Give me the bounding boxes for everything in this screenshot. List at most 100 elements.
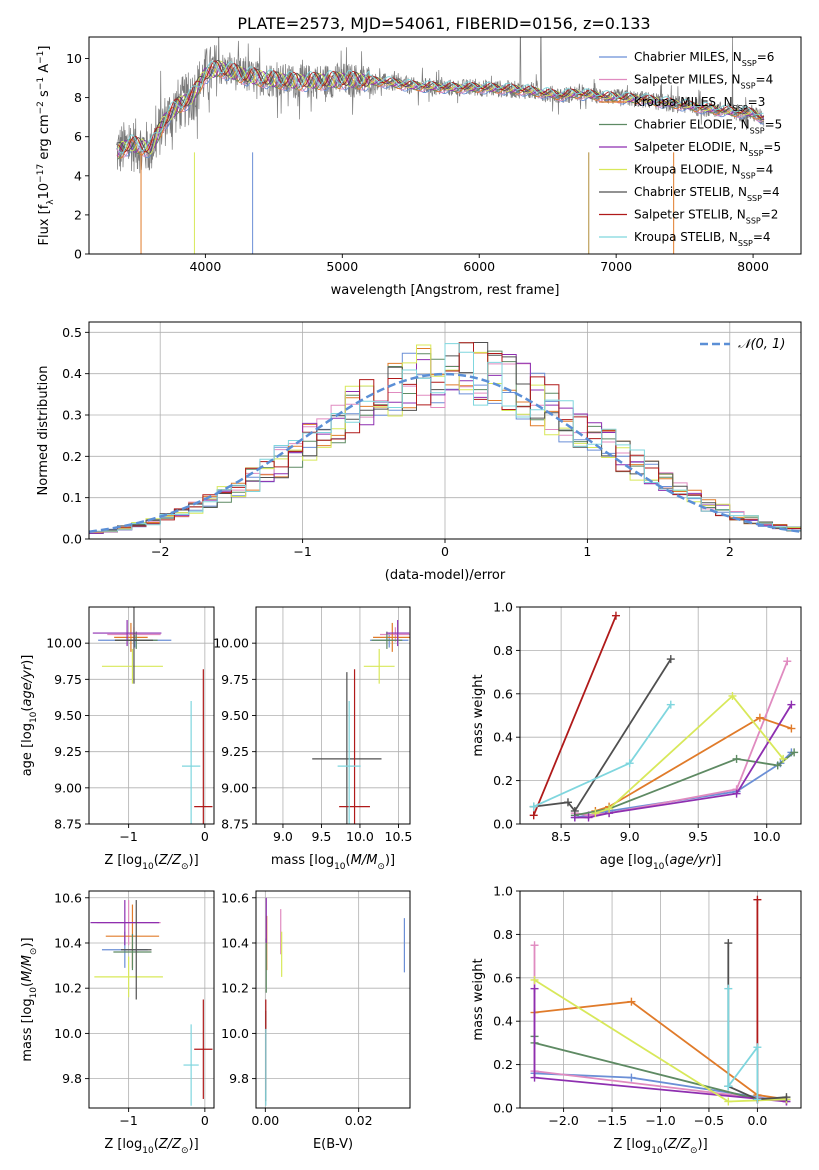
x-tick-label: −0.5 xyxy=(694,1113,724,1128)
legend-subscript: SSP xyxy=(733,104,748,113)
label-part: Z [log xyxy=(104,1137,142,1152)
label-part: s xyxy=(37,90,52,101)
legend-text: =2 xyxy=(761,208,779,222)
y-tick-label: 10.4 xyxy=(221,935,249,950)
y-tick-label: 0.2 xyxy=(493,1057,513,1072)
series-point-2 xyxy=(530,941,539,950)
legend-subscript: SSP xyxy=(750,126,765,135)
series-point-7 xyxy=(666,655,675,664)
label-part: Z/Z xyxy=(667,1137,691,1152)
legend-entry-4: Chabrier ELODIE, NSSP=5 xyxy=(634,118,782,136)
label-part: 10 xyxy=(653,862,665,872)
plot-area-mass_vs_ebv xyxy=(265,897,405,1106)
panel-mass_vs_Z: −1 09.810.010.210.410.6Z [log10(Z/Z⊙)]mas… xyxy=(20,890,215,1156)
legend-entry-3: Kroupa MILES, NSSP=3 xyxy=(634,95,765,113)
legend-text: Kroupa ELODIE, N xyxy=(634,163,741,177)
y-tick-label: 10.0 xyxy=(54,1026,82,1041)
data-point-5 xyxy=(90,900,160,946)
y-tick-label: 0.2 xyxy=(62,449,82,464)
y-tick-label: 10.00 xyxy=(46,636,82,651)
label-part: Z [log xyxy=(104,853,142,868)
label-part: )] xyxy=(698,1137,708,1152)
y-tick-label: 9.75 xyxy=(54,672,82,687)
model-spectrum-line-8 xyxy=(117,60,765,153)
x-axis-label: mass [log10(M/M⊙)] xyxy=(271,853,395,872)
y-tick-label: 10.0 xyxy=(221,1026,249,1041)
y-tick-label: 8 xyxy=(74,90,82,105)
label-part: ( xyxy=(20,707,35,712)
x-tick-label: −2 xyxy=(151,544,169,559)
y-tick-label: 0.0 xyxy=(493,1101,513,1116)
y-tick-label: 0.2 xyxy=(493,773,513,788)
legend-entry-2: Salpeter MILES, NSSP=4 xyxy=(634,73,773,91)
series-point-9 xyxy=(666,700,675,709)
label-part: 10 xyxy=(651,1146,663,1156)
legend-subscript: SSP xyxy=(741,171,756,180)
y-tick-label: 0.1 xyxy=(62,490,82,505)
y-tick-label: 0 xyxy=(74,247,82,262)
y-tick-label: 0.4 xyxy=(62,366,82,381)
label-part: −1 xyxy=(36,51,46,64)
label-part: Z [log xyxy=(613,1137,651,1152)
data-point-9 xyxy=(183,1024,199,1106)
label-part: Normed distribution xyxy=(36,366,51,496)
x-tick-label: −1.0 xyxy=(645,1113,675,1128)
series-point-9 xyxy=(753,1095,762,1104)
series-point-9 xyxy=(753,1043,762,1052)
series-point-6 xyxy=(728,691,737,700)
x-tick-label: 0 xyxy=(441,544,449,559)
series-point-6 xyxy=(591,809,600,818)
label-part: E(B-V) xyxy=(313,1137,353,1152)
label-part: 10 xyxy=(29,711,39,723)
series-point-7 xyxy=(563,798,572,807)
label-part: A xyxy=(37,64,52,77)
x-tick-label: −2.0 xyxy=(548,1113,578,1128)
y-tick-label: 0.6 xyxy=(493,970,513,985)
label-part: ( xyxy=(154,853,159,868)
data-point-8 xyxy=(194,669,213,824)
x-tick-label: 10.0 xyxy=(346,829,374,844)
y-tick-label: 8.75 xyxy=(221,817,249,832)
label-part: 10 xyxy=(334,862,346,872)
legend-entry-9: Kroupa STELIB, NSSP=4 xyxy=(634,230,771,248)
x-tick-label: 2 xyxy=(726,544,734,559)
series-point-5 xyxy=(530,984,539,993)
legend-text: =4 xyxy=(753,230,771,244)
label-part: ] xyxy=(37,46,52,51)
label-part: ( xyxy=(20,982,35,987)
x-tick-label: 5000 xyxy=(326,259,358,274)
data-point-7 xyxy=(121,900,152,1000)
x-tick-label: 9.5 xyxy=(688,829,708,844)
label-part: (data-model)/error xyxy=(385,568,506,583)
x-tick-label: 10.5 xyxy=(385,829,413,844)
axes-frame xyxy=(255,890,411,1109)
series-line-8 xyxy=(532,615,617,816)
y-tick-label: 2 xyxy=(74,207,82,222)
legend-text: Salpeter STELIB, N xyxy=(634,208,746,222)
x-tick-label: 9.0 xyxy=(620,829,640,844)
label-part: −2 xyxy=(36,101,46,114)
axes-frame xyxy=(519,606,802,825)
y-tick-label: 10.2 xyxy=(54,981,82,996)
label-part: ( xyxy=(664,853,669,868)
data-point-6 xyxy=(94,956,163,998)
legend-entry-normal: 𝒩(0, 1) xyxy=(738,337,785,352)
x-tick-label: 8.5 xyxy=(551,829,571,844)
legend-text: Kroupa MILES, N xyxy=(634,95,733,109)
legend-subscript: SSP xyxy=(748,149,763,158)
legend-entry-7: Chabrier STELIB, NSSP=4 xyxy=(634,185,780,203)
y-tick-label: 8.75 xyxy=(54,817,82,832)
series-point-3 xyxy=(755,713,764,722)
series-point-7 xyxy=(724,939,733,948)
series-line-3 xyxy=(595,716,792,812)
series-point-6 xyxy=(530,975,539,984)
label-part: )] xyxy=(20,655,35,665)
series-point-5 xyxy=(732,789,741,798)
y-tick-label: 10.00 xyxy=(213,636,249,651)
label-part: ⊙ xyxy=(29,948,39,956)
series-point-8 xyxy=(529,811,538,820)
y-tick-label: 9.25 xyxy=(221,744,249,759)
y-tick-label: 0.4 xyxy=(493,730,513,745)
legend-entry-1: Chabrier MILES, NSSP=6 xyxy=(634,50,774,68)
